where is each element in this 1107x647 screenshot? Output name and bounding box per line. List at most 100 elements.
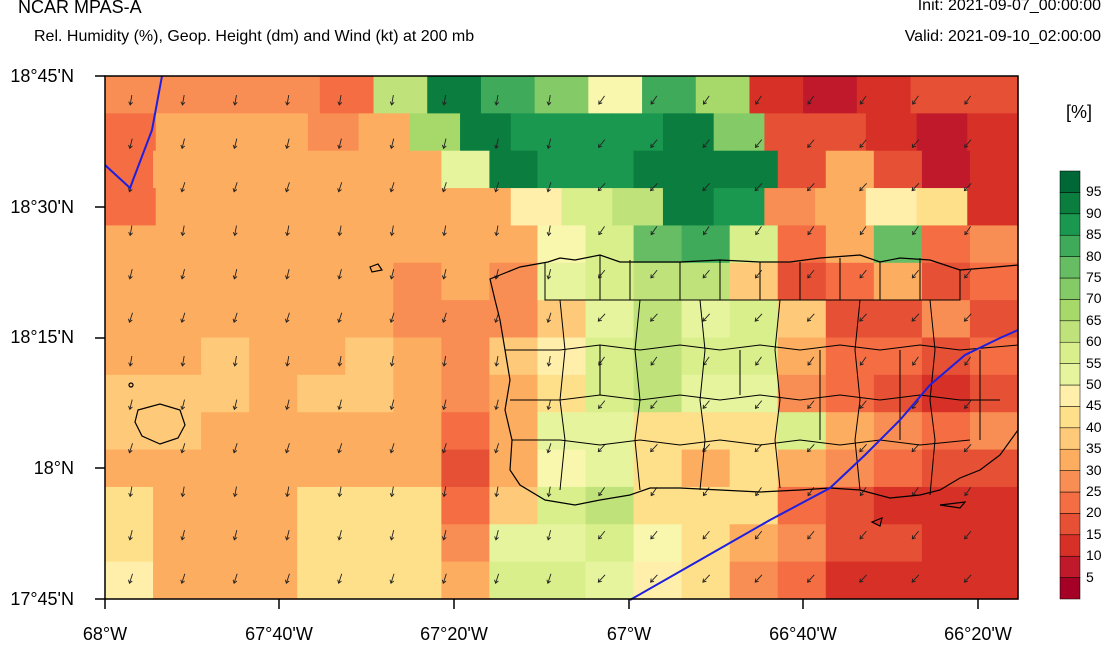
wind-arrow [389,225,395,237]
wind-arrow [441,443,447,454]
rh-cell [729,486,779,525]
plot-subtitle: Rel. Humidity (%), Geop. Height (dm) and… [34,28,475,45]
wind-arrow [754,400,763,410]
colorbar-box [1059,555,1081,578]
rh-cell [964,76,1019,114]
rh-cell [921,262,971,301]
wind-arrow [337,355,343,367]
rh-cell [480,76,536,114]
wind-arrow [598,139,606,149]
rh-cell [441,486,491,525]
wind-arrow [807,400,815,410]
rh-cell [297,150,346,189]
wind-arrow [911,444,920,453]
colorbar-box [1059,577,1081,600]
wind-arrow [389,486,395,498]
wind-arrow [807,226,815,236]
rh-cell [201,337,250,376]
rh-cell [681,150,731,189]
wind-arrow [389,355,395,367]
rh-cell [105,561,154,600]
wind-arrow [859,400,867,410]
wind-arrow [702,530,710,540]
rh-cell [249,262,298,301]
rh-cell [537,412,587,451]
wind-arrow [546,182,552,193]
wind-arrow [337,225,343,237]
init-time: Init: 2021-09-07_00:00:00 [917,0,1101,14]
rh-cell [297,262,346,301]
rh-cell [585,150,635,189]
rh-cell [921,524,971,563]
rh-cell [441,300,491,339]
wind-arrow [284,443,290,454]
rh-cell [393,486,442,525]
rh-cell [489,225,539,264]
wind-arrow [807,95,815,105]
municipality-borders [505,255,1019,496]
wind-arrow [128,94,133,106]
wind-arrow [650,530,658,540]
wind-arrow [650,356,658,366]
rh-cell [345,225,394,264]
wind-arrow [964,95,972,105]
rh-cell [249,150,298,189]
rh-cell [249,449,298,488]
wind-arrow [180,355,186,367]
rh-cell [873,150,923,189]
rh-cell [873,337,923,376]
wind-arrow [128,269,133,280]
rh-cell [206,113,258,152]
rh-cell [967,113,1019,152]
wind-arrow [754,530,763,540]
rh-cell [297,449,346,488]
wind-arrow [650,269,658,279]
wind-arrow [337,443,343,454]
rh-cell [777,337,827,376]
colorbar-box [1059,341,1081,364]
wind-arrow [859,487,867,497]
colorbar-label: 20 [1086,504,1102,521]
lon-label-67-40w: 67°40'W [245,624,313,644]
wind-arrow [964,487,972,497]
rh-cell [105,76,160,114]
rh-cell [642,76,697,114]
lon-label-66-40w: 66°40'W [769,624,837,644]
wind-arrow [754,574,763,583]
wind-arrow [598,226,605,236]
wind-arrow [859,95,867,105]
rh-cell [537,225,587,264]
wind-arrow [180,182,186,193]
wind-arrow [128,138,133,150]
lat-label-17-45n: 17°45'N [10,589,74,609]
rh-cell [921,374,971,413]
rh-cell [777,449,827,488]
rh-cell [729,374,779,413]
wind-arrow [232,399,238,411]
wind-arrow [389,269,395,280]
wind-arrow [232,182,238,193]
wind-arrow [285,269,290,280]
rh-cell [777,412,827,451]
wind-arrow [285,486,290,498]
wind-arrow [912,226,919,236]
rh-cell [345,150,394,189]
wind-arrow [494,182,500,193]
wind-arrow [702,574,711,583]
rh-cell [297,225,346,264]
colorbar-box [1059,363,1081,386]
rh-cell [662,113,715,152]
wind-arrow [180,530,186,541]
rh-cell [201,412,250,451]
wind-arrow [494,530,499,541]
lon-label-67-20w: 67°20'W [420,624,488,644]
rh-cell [249,486,298,525]
wind-arrow [964,400,972,410]
wind-arrow [337,138,342,150]
wind-arrow [180,94,186,106]
rh-cell [777,561,827,600]
rh-cell [969,561,1019,600]
lat-label-18n: 18°N [33,458,74,478]
wind-arrow [755,356,762,366]
